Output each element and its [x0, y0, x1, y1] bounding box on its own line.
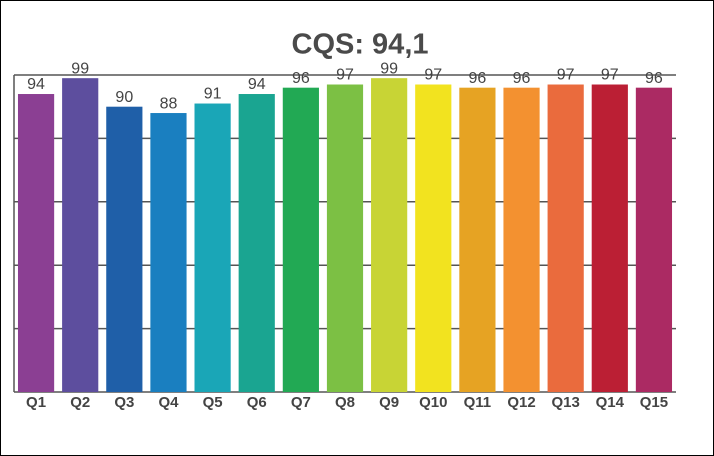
bar: [238, 94, 275, 393]
value-label: 88: [160, 95, 178, 112]
bar: [459, 87, 496, 393]
bar: [371, 78, 408, 393]
x-tick-label: Q6: [247, 394, 267, 411]
bar: [106, 106, 143, 392]
bar: [503, 87, 540, 393]
x-tick-label: Q14: [596, 394, 625, 411]
x-tick-label: Q9: [379, 394, 399, 411]
x-tick-label: Q4: [158, 394, 179, 411]
bar: [591, 84, 628, 392]
bar: [326, 84, 364, 392]
x-tick-label: Q7: [291, 394, 311, 411]
bar: [547, 84, 584, 392]
value-label: 96: [292, 70, 310, 87]
value-label: 90: [115, 89, 133, 106]
value-label: 96: [645, 70, 663, 87]
x-tick-label: Q3: [114, 394, 134, 411]
x-tick-label: Q2: [70, 394, 90, 411]
bar: [17, 94, 55, 393]
value-label: 96: [513, 70, 531, 87]
x-tick-label: Q8: [335, 394, 355, 411]
value-label: 94: [27, 76, 45, 93]
chart-title: CQS: 94,1: [292, 29, 429, 61]
value-label: 97: [336, 67, 354, 84]
value-label: 91: [204, 86, 222, 103]
value-label: 94: [248, 76, 266, 93]
x-tick-label: Q12: [507, 394, 535, 411]
x-tick-label: Q5: [203, 394, 223, 411]
bar: [635, 87, 673, 393]
value-label: 99: [71, 60, 89, 77]
value-label: 96: [469, 70, 487, 87]
value-label: 97: [424, 67, 442, 84]
x-tick-label: Q13: [551, 394, 579, 411]
bar: [282, 87, 319, 393]
x-tick-label: Q15: [640, 394, 668, 411]
value-label: 99: [380, 60, 398, 77]
bar: [194, 103, 231, 392]
x-tick-label: Q11: [464, 394, 492, 411]
value-label: 97: [557, 67, 575, 84]
bar: [150, 113, 187, 392]
bar: [62, 78, 99, 393]
x-tick-label: Q10: [419, 394, 447, 411]
x-tick-label: Q1: [26, 394, 46, 411]
bar: [415, 84, 452, 392]
value-label: 97: [601, 67, 619, 84]
